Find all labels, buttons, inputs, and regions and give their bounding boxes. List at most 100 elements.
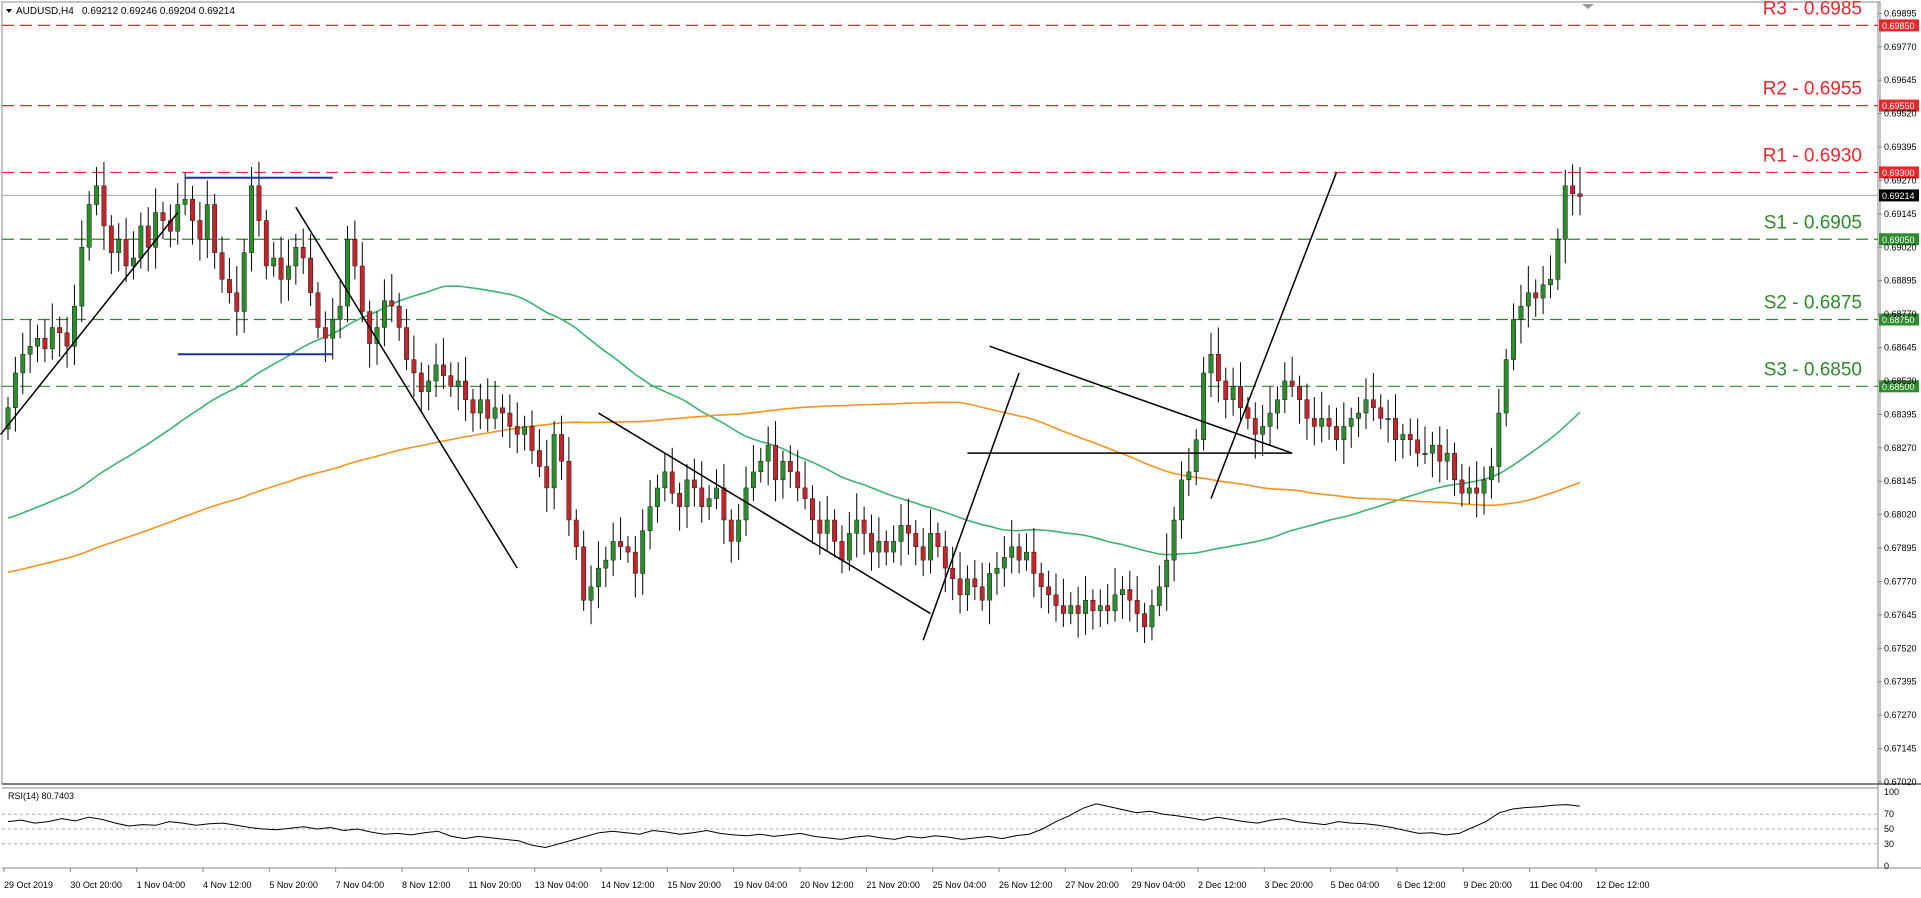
bullish-candle <box>492 407 498 419</box>
bullish-candle <box>116 239 122 253</box>
bearish-candle <box>108 225 114 253</box>
bearish-candle <box>359 265 365 312</box>
bullish-candle <box>655 487 660 507</box>
bearish-candle <box>485 399 491 419</box>
bearish-candle <box>197 220 203 240</box>
triangle-down-icon[interactable] <box>6 9 12 13</box>
bearish-candle <box>470 399 476 414</box>
bearish-candle <box>832 519 837 542</box>
bearish-candle <box>1238 386 1243 408</box>
bearish-candle <box>418 372 424 392</box>
bearish-candle <box>773 444 778 481</box>
bullish-candle <box>1267 412 1273 427</box>
bullish-candle <box>610 541 616 561</box>
bullish-candle <box>928 533 933 561</box>
price-tick-label: 0.68645 <box>1884 343 1917 353</box>
time-tick-label: 5 Dec 04:00 <box>1331 880 1380 890</box>
symbol-label: AUDUSD,H4 <box>16 6 74 17</box>
bearish-candle <box>64 332 70 347</box>
bullish-candle <box>286 265 291 280</box>
bullish-candle <box>1024 551 1029 561</box>
bearish-candle <box>1127 589 1133 601</box>
price-tick-label: 0.67645 <box>1884 610 1917 620</box>
bullish-candle <box>891 541 897 553</box>
bearish-candle <box>190 198 195 221</box>
resistance-price-tag <box>1879 166 1919 179</box>
price-tick-label: 0.67395 <box>1884 677 1917 687</box>
bullish-candle <box>79 247 85 307</box>
bearish-candle <box>219 252 225 280</box>
bullish-candle <box>12 372 18 408</box>
time-tick-label: 29 Oct 2019 <box>4 880 53 890</box>
bearish-candle <box>1053 594 1059 606</box>
bullish-candle <box>1208 354 1214 374</box>
price-tick-label: 0.69770 <box>1884 42 1917 52</box>
bullish-candle <box>765 444 771 462</box>
bearish-candle <box>536 450 542 467</box>
bullish-candle <box>86 204 92 248</box>
bullish-candle <box>72 305 77 347</box>
price-tick-label: 0.67895 <box>1884 543 1917 553</box>
bullish-candle <box>182 198 188 205</box>
price-tick-label: 0.67145 <box>1884 744 1917 754</box>
bearish-candle <box>795 471 801 489</box>
resistance-price-tag-label: 0.69300 <box>1882 168 1915 178</box>
bullish-candle <box>780 460 786 481</box>
bullish-candle <box>1466 487 1472 494</box>
support-level-label: S1 - 0.6905 <box>1764 212 1862 233</box>
bullish-candle <box>204 204 210 240</box>
price-tick-label: 0.69520 <box>1884 109 1917 119</box>
bullish-candle <box>846 533 852 561</box>
rsi-line <box>7 803 1581 849</box>
resistance-price-tag-label: 0.69550 <box>1882 101 1915 111</box>
time-tick-label: 15 Nov 20:00 <box>667 880 721 890</box>
bearish-candle <box>979 586 985 601</box>
bullish-candle <box>1179 479 1184 521</box>
bullish-candle <box>1319 418 1325 427</box>
resistance-price-tag <box>1879 19 1919 32</box>
scroll-marker-icon[interactable] <box>1582 4 1594 9</box>
bullish-candle <box>131 257 136 267</box>
price-tick-label: 0.67770 <box>1884 576 1917 586</box>
bullish-candle <box>1171 519 1177 561</box>
bearish-candle <box>160 212 166 221</box>
bullish-candle <box>27 346 33 355</box>
bearish-candle <box>1334 426 1339 440</box>
bullish-candle <box>1230 386 1236 400</box>
bearish-candle <box>322 327 328 339</box>
bearish-candle <box>1289 380 1295 387</box>
bullish-candle <box>1511 319 1516 360</box>
bearish-candle <box>1297 386 1302 400</box>
bullish-candle <box>1186 471 1192 481</box>
bearish-candle <box>315 292 321 328</box>
bearish-candle <box>352 239 358 267</box>
bullish-candle <box>477 399 483 414</box>
bearish-candle <box>691 479 697 489</box>
downtrend-line <box>295 206 518 569</box>
bearish-candle <box>1016 546 1022 561</box>
bearish-candle <box>1060 605 1066 614</box>
rsi-tick-label: 70 <box>1884 809 1894 819</box>
uptrend-line <box>1210 172 1338 499</box>
bearish-candle <box>441 364 446 376</box>
bearish-candle <box>544 466 550 489</box>
bearish-candle <box>1393 418 1398 440</box>
bearish-candle <box>1415 439 1421 454</box>
bullish-candle <box>1156 586 1162 606</box>
downtrend-line <box>598 412 931 615</box>
bearish-candle <box>581 546 587 601</box>
bullish-candle <box>854 519 860 534</box>
time-tick-label: 5 Nov 20:00 <box>269 880 318 890</box>
resistance-price-tag <box>1879 99 1919 112</box>
bullish-candle <box>241 252 247 312</box>
price-tick-label: 0.68270 <box>1884 443 1917 453</box>
bearish-candle <box>227 279 232 293</box>
current-price-tag-label: 0.69214 <box>1882 191 1915 201</box>
bullish-candle <box>987 573 992 601</box>
bullish-candle <box>876 541 882 553</box>
bullish-candle <box>551 434 557 489</box>
price-tick-label: 0.67020 <box>1884 777 1917 787</box>
bearish-candle <box>950 567 956 580</box>
bearish-candle <box>101 185 107 227</box>
